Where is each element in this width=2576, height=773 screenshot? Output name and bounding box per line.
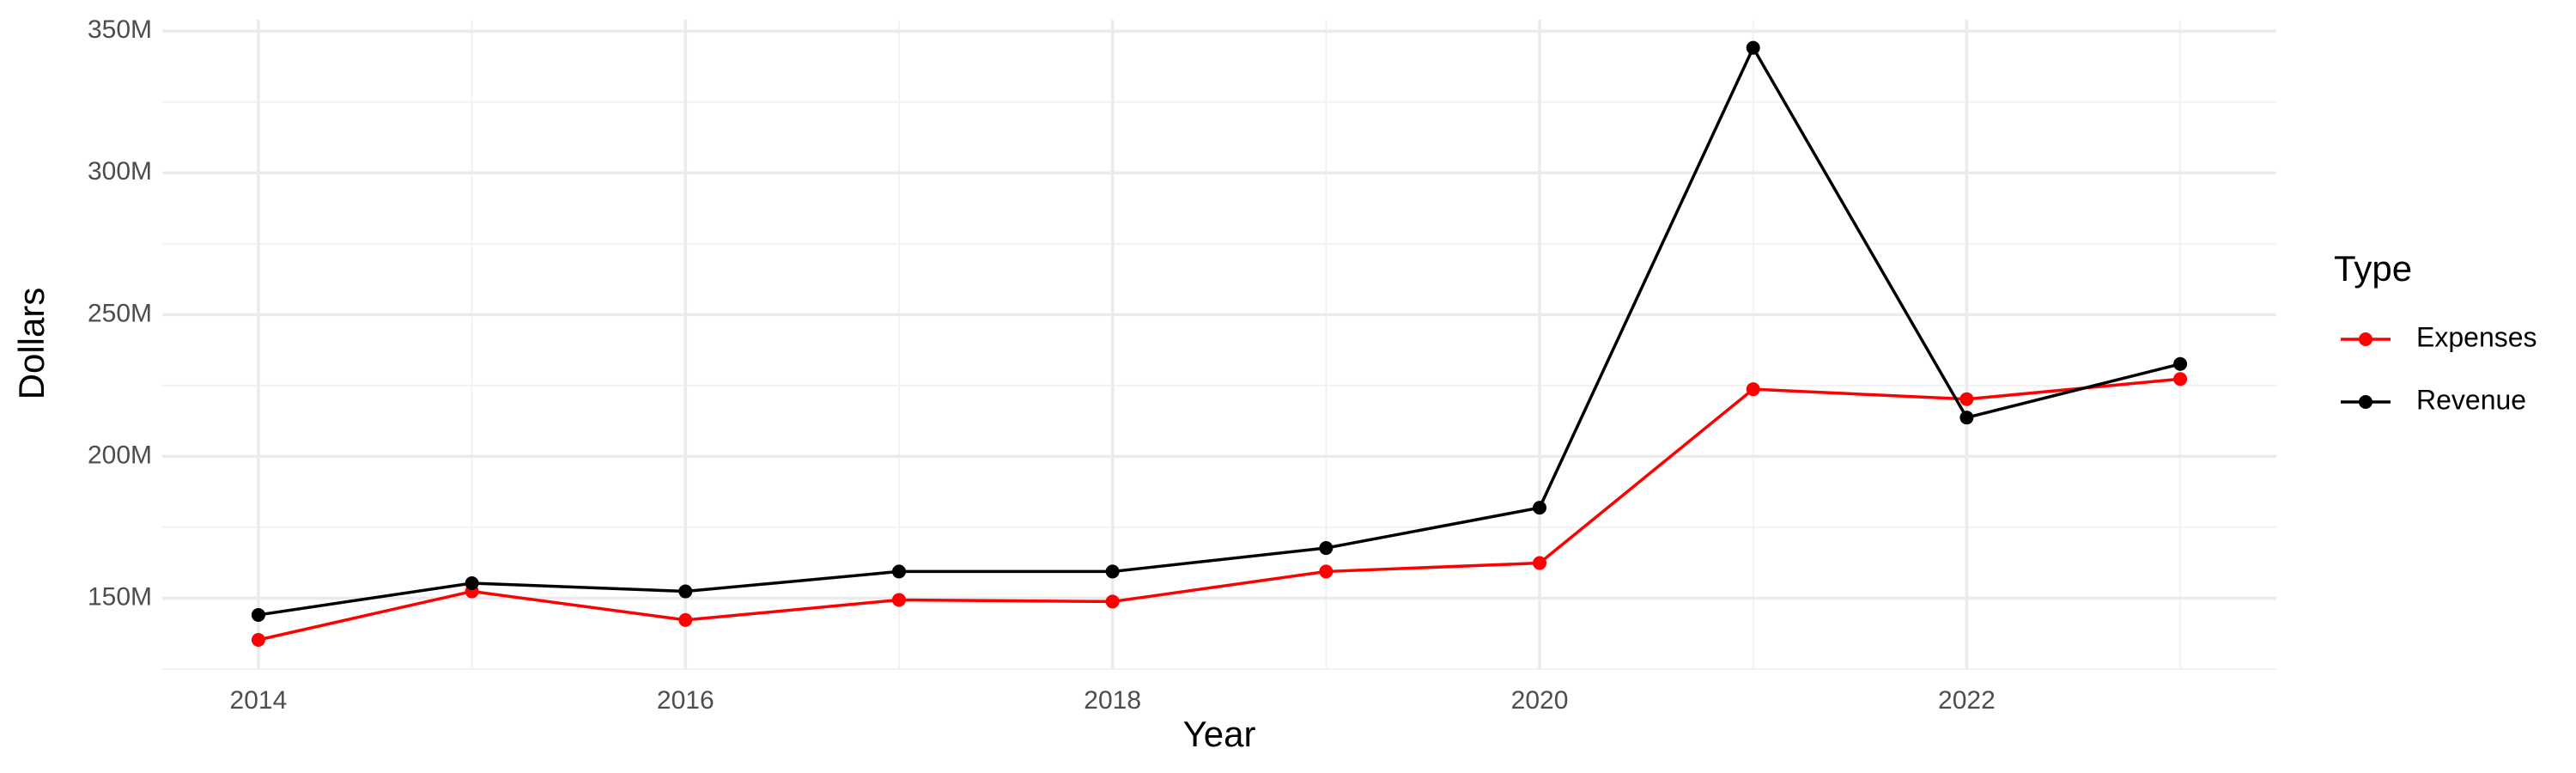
data-point: [678, 612, 693, 627]
y-tick-label: 300M: [88, 157, 152, 186]
data-point: [1533, 501, 1547, 515]
y-tick-label: 150M: [88, 582, 152, 611]
series-line: [258, 44, 2181, 617]
data-point: [1959, 411, 1974, 425]
data-point: [2173, 372, 2188, 386]
data-point: [1533, 556, 1547, 570]
y-axis-title: Dollars: [11, 288, 52, 400]
y-tick-label: 200M: [88, 441, 152, 469]
legend-label: Revenue: [2416, 384, 2526, 415]
data-point: [1105, 594, 1120, 609]
data-point: [891, 593, 906, 607]
series-line: [258, 377, 2181, 642]
data-point: [891, 564, 906, 579]
data-point: [678, 584, 693, 599]
x-tick-label: 2022: [1938, 686, 1996, 715]
legend-marker: [2359, 395, 2372, 409]
x-tick-label: 2014: [230, 686, 288, 715]
legend-label: Expenses: [2416, 321, 2537, 352]
data-point: [465, 575, 479, 590]
x-tick-label: 2020: [1511, 686, 1569, 715]
x-tick-label: 2016: [657, 686, 714, 715]
legend-title: Type: [2334, 248, 2412, 289]
data-point: [1746, 382, 1760, 397]
x-tick-label: 2018: [1084, 686, 1141, 715]
data-point: [1319, 564, 1334, 579]
data-point: [251, 607, 265, 622]
y-tick-label: 350M: [88, 15, 152, 44]
data-point: [251, 632, 265, 647]
data-point: [1746, 40, 1760, 55]
legend-marker: [2359, 332, 2372, 346]
data-point: [1319, 541, 1334, 556]
data-point: [2173, 356, 2188, 371]
x-axis-title: Year: [1183, 714, 1256, 754]
y-tick-label: 250M: [88, 299, 152, 327]
data-point: [1959, 392, 1974, 406]
data-point: [1105, 564, 1120, 579]
